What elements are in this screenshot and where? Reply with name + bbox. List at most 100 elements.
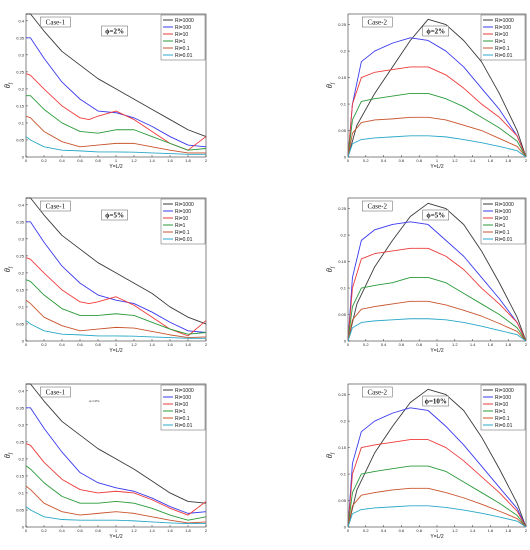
y-tick-label: 0.35 — [16, 35, 25, 40]
case-label: Case-2 — [368, 203, 388, 211]
case-label: Case-2 — [368, 389, 388, 397]
x-tick-label: 0.4 — [59, 528, 65, 533]
x-axis-label: Y=L/2 — [109, 164, 122, 170]
legend-entry: Ri=0.01 — [495, 423, 513, 429]
series-line-ri-0-01 — [347, 505, 527, 528]
y-tick-label: 0 — [344, 339, 347, 344]
y-tick-label: 0.25 — [338, 392, 347, 397]
x-tick-label: 1.6 — [488, 158, 494, 163]
phi-label: ϕ=2% — [426, 28, 445, 36]
case-label-box — [362, 386, 393, 398]
y-tick-label: 0.15 — [338, 445, 347, 450]
y-tick-label: 0 — [344, 155, 347, 160]
phi-label-box — [422, 209, 449, 221]
x-tick-label: 2 — [205, 528, 208, 533]
y-tick-label: 0.05 — [338, 128, 347, 133]
x-tick-label: 0 — [25, 158, 28, 163]
y-tick-label: 0.2 — [340, 49, 346, 54]
legend — [480, 198, 526, 245]
series-line-ri-100 — [26, 221, 207, 333]
legend-entry: Ri=0.01 — [175, 237, 193, 243]
x-tick-label: 1 — [436, 158, 439, 163]
y-axis-label: θf — [3, 82, 14, 88]
x-tick-label: 1.4 — [470, 342, 476, 347]
legend-entry: Ri=1 — [175, 409, 186, 415]
y-tick-label: 0.1 — [340, 102, 346, 107]
case-label-box — [362, 200, 393, 212]
series-line-ri-0-01 — [25, 320, 206, 339]
series-line-ri-0-1 — [347, 300, 527, 342]
x-tick-label: 0 — [347, 158, 350, 163]
x-axis-label: Y=L/2 — [109, 348, 122, 354]
case-label-box — [40, 386, 71, 398]
series-line-ri-100 — [26, 37, 207, 148]
x-tick-label: 0 — [347, 342, 350, 347]
series-line-ri-1000 — [347, 388, 527, 528]
x-tick-label: 1.6 — [167, 158, 173, 163]
x-axis-label: Y=L/2 — [430, 164, 443, 170]
x-tick-label: 1 — [436, 342, 439, 347]
legend-entry: Ri=100 — [175, 209, 191, 215]
series-line-ri-10 — [347, 439, 527, 528]
series-line-ri-1 — [25, 279, 207, 335]
x-tick-label: 1 — [115, 528, 118, 533]
phi-label-box — [101, 209, 128, 221]
x-tick-label: 0 — [25, 528, 28, 533]
x-tick-label: 1.2 — [452, 528, 458, 533]
x-tick-label: 2 — [205, 342, 208, 347]
x-tick-label: 0.2 — [41, 158, 47, 163]
y-axis-label-sub: f — [331, 82, 336, 84]
x-tick-label: 0.6 — [77, 342, 83, 347]
phi-label: ϕ=5% — [105, 212, 124, 220]
y-tick-label: 0.2 — [18, 456, 24, 461]
legend-entry: Ri=0.1 — [495, 230, 510, 236]
phi-label: ϕ=2% — [105, 28, 124, 36]
case-label-box — [40, 200, 71, 212]
chart-panel-6: 0 0.2 0.4 0.6 0.8 1 1.2 1.4 1.6 1.8 200.050.10.150… — [325, 383, 528, 540]
chart-panel-4: 0 0.2 0.4 0.6 0.8 1 1.2 1.4 1.6 1.8 200.050.10.150… — [325, 197, 528, 354]
x-axis-label: Y=L/2 — [430, 534, 443, 540]
x-tick-label: 0.8 — [416, 528, 422, 533]
phi-label: ϕ=10% — [425, 398, 447, 406]
y-tick-label: 0.1 — [18, 490, 24, 495]
y-tick-label: 0.15 — [16, 287, 25, 292]
legend-entry: Ri=1000 — [495, 18, 514, 24]
chart-panel-2: 0 0.2 0.4 0.6 0.8 1 1.2 1.4 1.6 1.8 200.050.10.150… — [325, 13, 528, 170]
legend-entry: Ri=10 — [495, 402, 508, 408]
series-line-ri-1 — [26, 95, 207, 151]
series-line-ri-0-01 — [25, 506, 206, 525]
series-line-ri-0-1 — [25, 299, 207, 339]
y-tick-label: 0.3 — [18, 52, 24, 57]
legend-entry: Ri=100 — [175, 395, 191, 401]
x-tick-label: 0.6 — [399, 158, 405, 163]
x-tick-label: 0.8 — [95, 158, 101, 163]
legend-entry: Ri=1000 — [495, 388, 514, 394]
x-tick-label: 1.4 — [149, 342, 155, 347]
series-line-ri-1 — [347, 92, 527, 158]
y-tick-label: 0.3 — [18, 236, 24, 241]
y-tick-label: 0.2 — [340, 233, 346, 238]
legend-entry: Ri=10 — [175, 402, 188, 408]
phi-label-box — [422, 395, 449, 407]
x-tick-label: 1.2 — [131, 342, 137, 347]
x-tick-label: 0.2 — [41, 528, 47, 533]
x-tick-label: 0.4 — [381, 528, 387, 533]
x-tick-label: 1 — [115, 158, 118, 163]
series-line-ri-0-1 — [25, 115, 206, 154]
legend-entry: Ri=100 — [495, 395, 511, 401]
x-tick-label: 2 — [525, 342, 528, 347]
series-line-ri-1000 — [26, 383, 207, 504]
x-tick-label: 1.6 — [167, 342, 173, 347]
y-axis-label-sub: f — [331, 452, 336, 454]
series-line-ri-1000 — [26, 13, 207, 137]
y-tick-label: 0.05 — [338, 498, 347, 503]
x-tick-label: 1.8 — [505, 528, 511, 533]
y-tick-label: 0.1 — [340, 472, 346, 477]
x-tick-label: 1.8 — [505, 342, 511, 347]
y-axis-label-main: θ — [3, 454, 12, 458]
y-tick-label: 0.35 — [16, 405, 25, 410]
x-tick-label: 0.2 — [41, 342, 47, 347]
y-tick-label: 0.4 — [18, 388, 24, 393]
x-tick-label: 0.2 — [363, 342, 369, 347]
